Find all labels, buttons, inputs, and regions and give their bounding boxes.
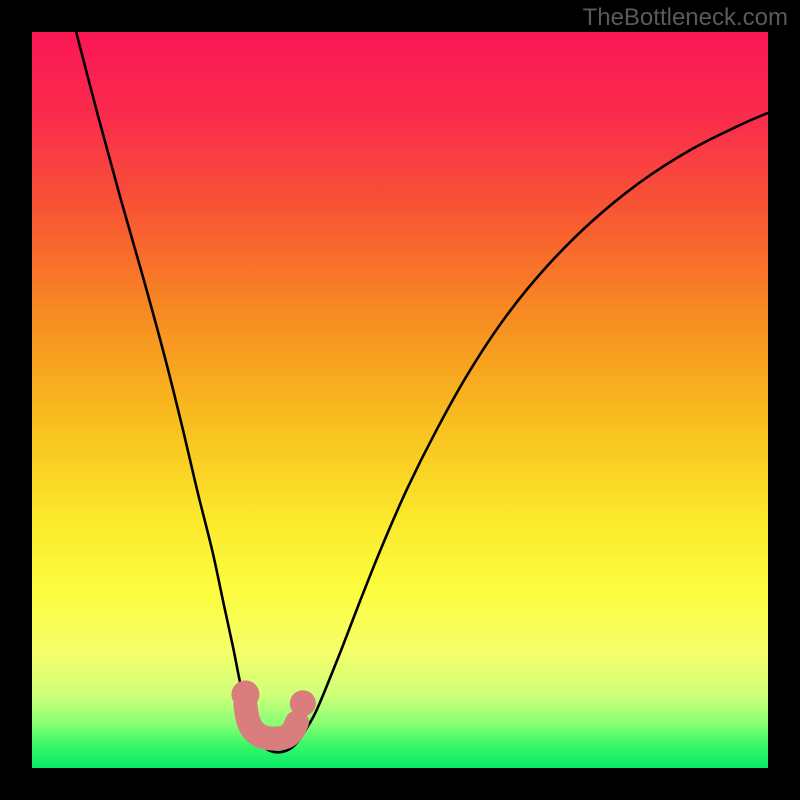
worm-tail <box>290 690 316 716</box>
worm-head <box>231 680 259 708</box>
plot-area <box>32 32 768 768</box>
bottleneck-curve <box>76 32 768 752</box>
chart-frame: TheBottleneck.com <box>0 0 800 800</box>
watermark-text: TheBottleneck.com <box>583 4 788 32</box>
worm-body <box>245 705 297 739</box>
curve-layer <box>32 32 768 768</box>
